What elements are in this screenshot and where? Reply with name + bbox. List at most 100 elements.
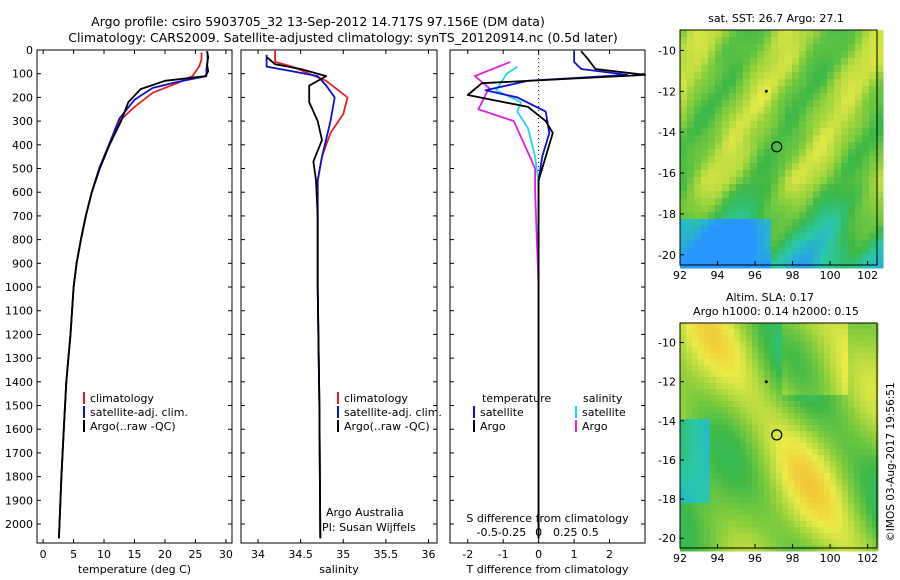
map-cell — [806, 323, 813, 330]
map-cell — [716, 335, 723, 342]
map-cell — [830, 473, 837, 480]
map-cell — [862, 177, 870, 185]
map-cell — [686, 455, 693, 462]
map-cell — [692, 335, 699, 342]
map-cell — [806, 497, 813, 504]
map-cell — [824, 485, 831, 492]
map-cell — [740, 419, 747, 426]
map-cell — [800, 509, 807, 516]
map-cell — [736, 30, 744, 38]
map-cell — [778, 51, 786, 59]
map-cell — [813, 128, 821, 136]
map-cell — [687, 72, 695, 80]
map-cell — [752, 533, 759, 540]
map-cell — [710, 461, 717, 468]
map-cell — [729, 156, 737, 164]
y-tick-label: -18 — [658, 493, 676, 506]
map-cell — [722, 389, 729, 396]
map-cell — [729, 86, 737, 94]
map-cell — [855, 142, 863, 150]
map-cell — [764, 44, 772, 52]
map-cell — [692, 395, 699, 402]
map-cell — [708, 177, 716, 185]
map-cell — [788, 479, 795, 486]
map-cell — [758, 437, 765, 444]
map-cell — [692, 323, 699, 330]
map-cell — [848, 407, 855, 414]
map-cell — [758, 503, 765, 510]
map-cell — [876, 212, 884, 220]
map-cell — [842, 323, 849, 330]
map-cell — [812, 323, 819, 330]
map-cell — [757, 51, 765, 59]
map-cell — [794, 497, 801, 504]
map-cell — [820, 198, 828, 206]
map-cell — [746, 503, 753, 510]
map-cell — [746, 521, 753, 528]
map-cell — [824, 389, 831, 396]
map-cell — [812, 395, 819, 402]
map-cell — [830, 347, 837, 354]
map-cell — [722, 107, 730, 115]
map-cell — [788, 407, 795, 414]
map-cell — [800, 407, 807, 414]
map-cell — [785, 184, 793, 192]
map-cell — [740, 521, 747, 528]
map-cell — [812, 377, 819, 384]
map-cell — [722, 371, 729, 378]
map-cell — [806, 491, 813, 498]
sst-map: 92 94 96 98 100 102-10-12-14-16-18-20 — [658, 29, 884, 282]
map-cell — [752, 377, 759, 384]
map-cell — [722, 72, 730, 80]
map-cell — [710, 371, 717, 378]
map-cell — [722, 247, 730, 255]
map-cell — [729, 170, 737, 178]
y-tick-label: 1000 — [5, 281, 33, 294]
map-cell — [708, 58, 716, 66]
map-cell — [860, 335, 867, 342]
map-cell — [687, 121, 695, 129]
map-cell — [752, 323, 759, 330]
map-cell — [806, 335, 813, 342]
map-cell — [729, 198, 737, 206]
map-cell — [869, 198, 877, 206]
map-cell — [746, 395, 753, 402]
map-cell — [848, 323, 855, 330]
map-cell — [746, 431, 753, 438]
map-cell — [792, 163, 800, 171]
map-cell — [746, 437, 753, 444]
map-cell — [785, 170, 793, 178]
map-cell — [876, 149, 884, 157]
map-cell — [848, 254, 856, 262]
map-cell — [734, 443, 741, 450]
map-cell — [694, 51, 702, 59]
map-cell — [834, 191, 842, 199]
map-cell — [866, 419, 873, 426]
map-cell — [799, 65, 807, 73]
map-cell — [800, 413, 807, 420]
map-cell — [692, 365, 699, 372]
map-cell — [716, 455, 723, 462]
map-cell — [862, 79, 870, 87]
map-cell — [800, 431, 807, 438]
map-cell — [830, 521, 837, 528]
map-cell — [848, 58, 856, 66]
map-cell — [869, 205, 877, 213]
map-cell — [729, 128, 737, 136]
map-cell — [771, 212, 779, 220]
map-cell — [862, 128, 870, 136]
map-cell — [752, 521, 759, 528]
x-axis-label: temperature (deg C) — [78, 563, 191, 576]
map-cell — [862, 37, 870, 45]
map-cell — [788, 461, 795, 468]
map-cell — [722, 383, 729, 390]
map-cell — [806, 149, 814, 157]
map-cell — [746, 515, 753, 522]
map-cell — [848, 205, 856, 213]
map-cell — [830, 515, 837, 522]
map-cell — [827, 107, 835, 115]
map-cell — [866, 377, 873, 384]
map-cell — [728, 509, 735, 516]
map-cell — [799, 51, 807, 59]
map-cell — [788, 419, 795, 426]
